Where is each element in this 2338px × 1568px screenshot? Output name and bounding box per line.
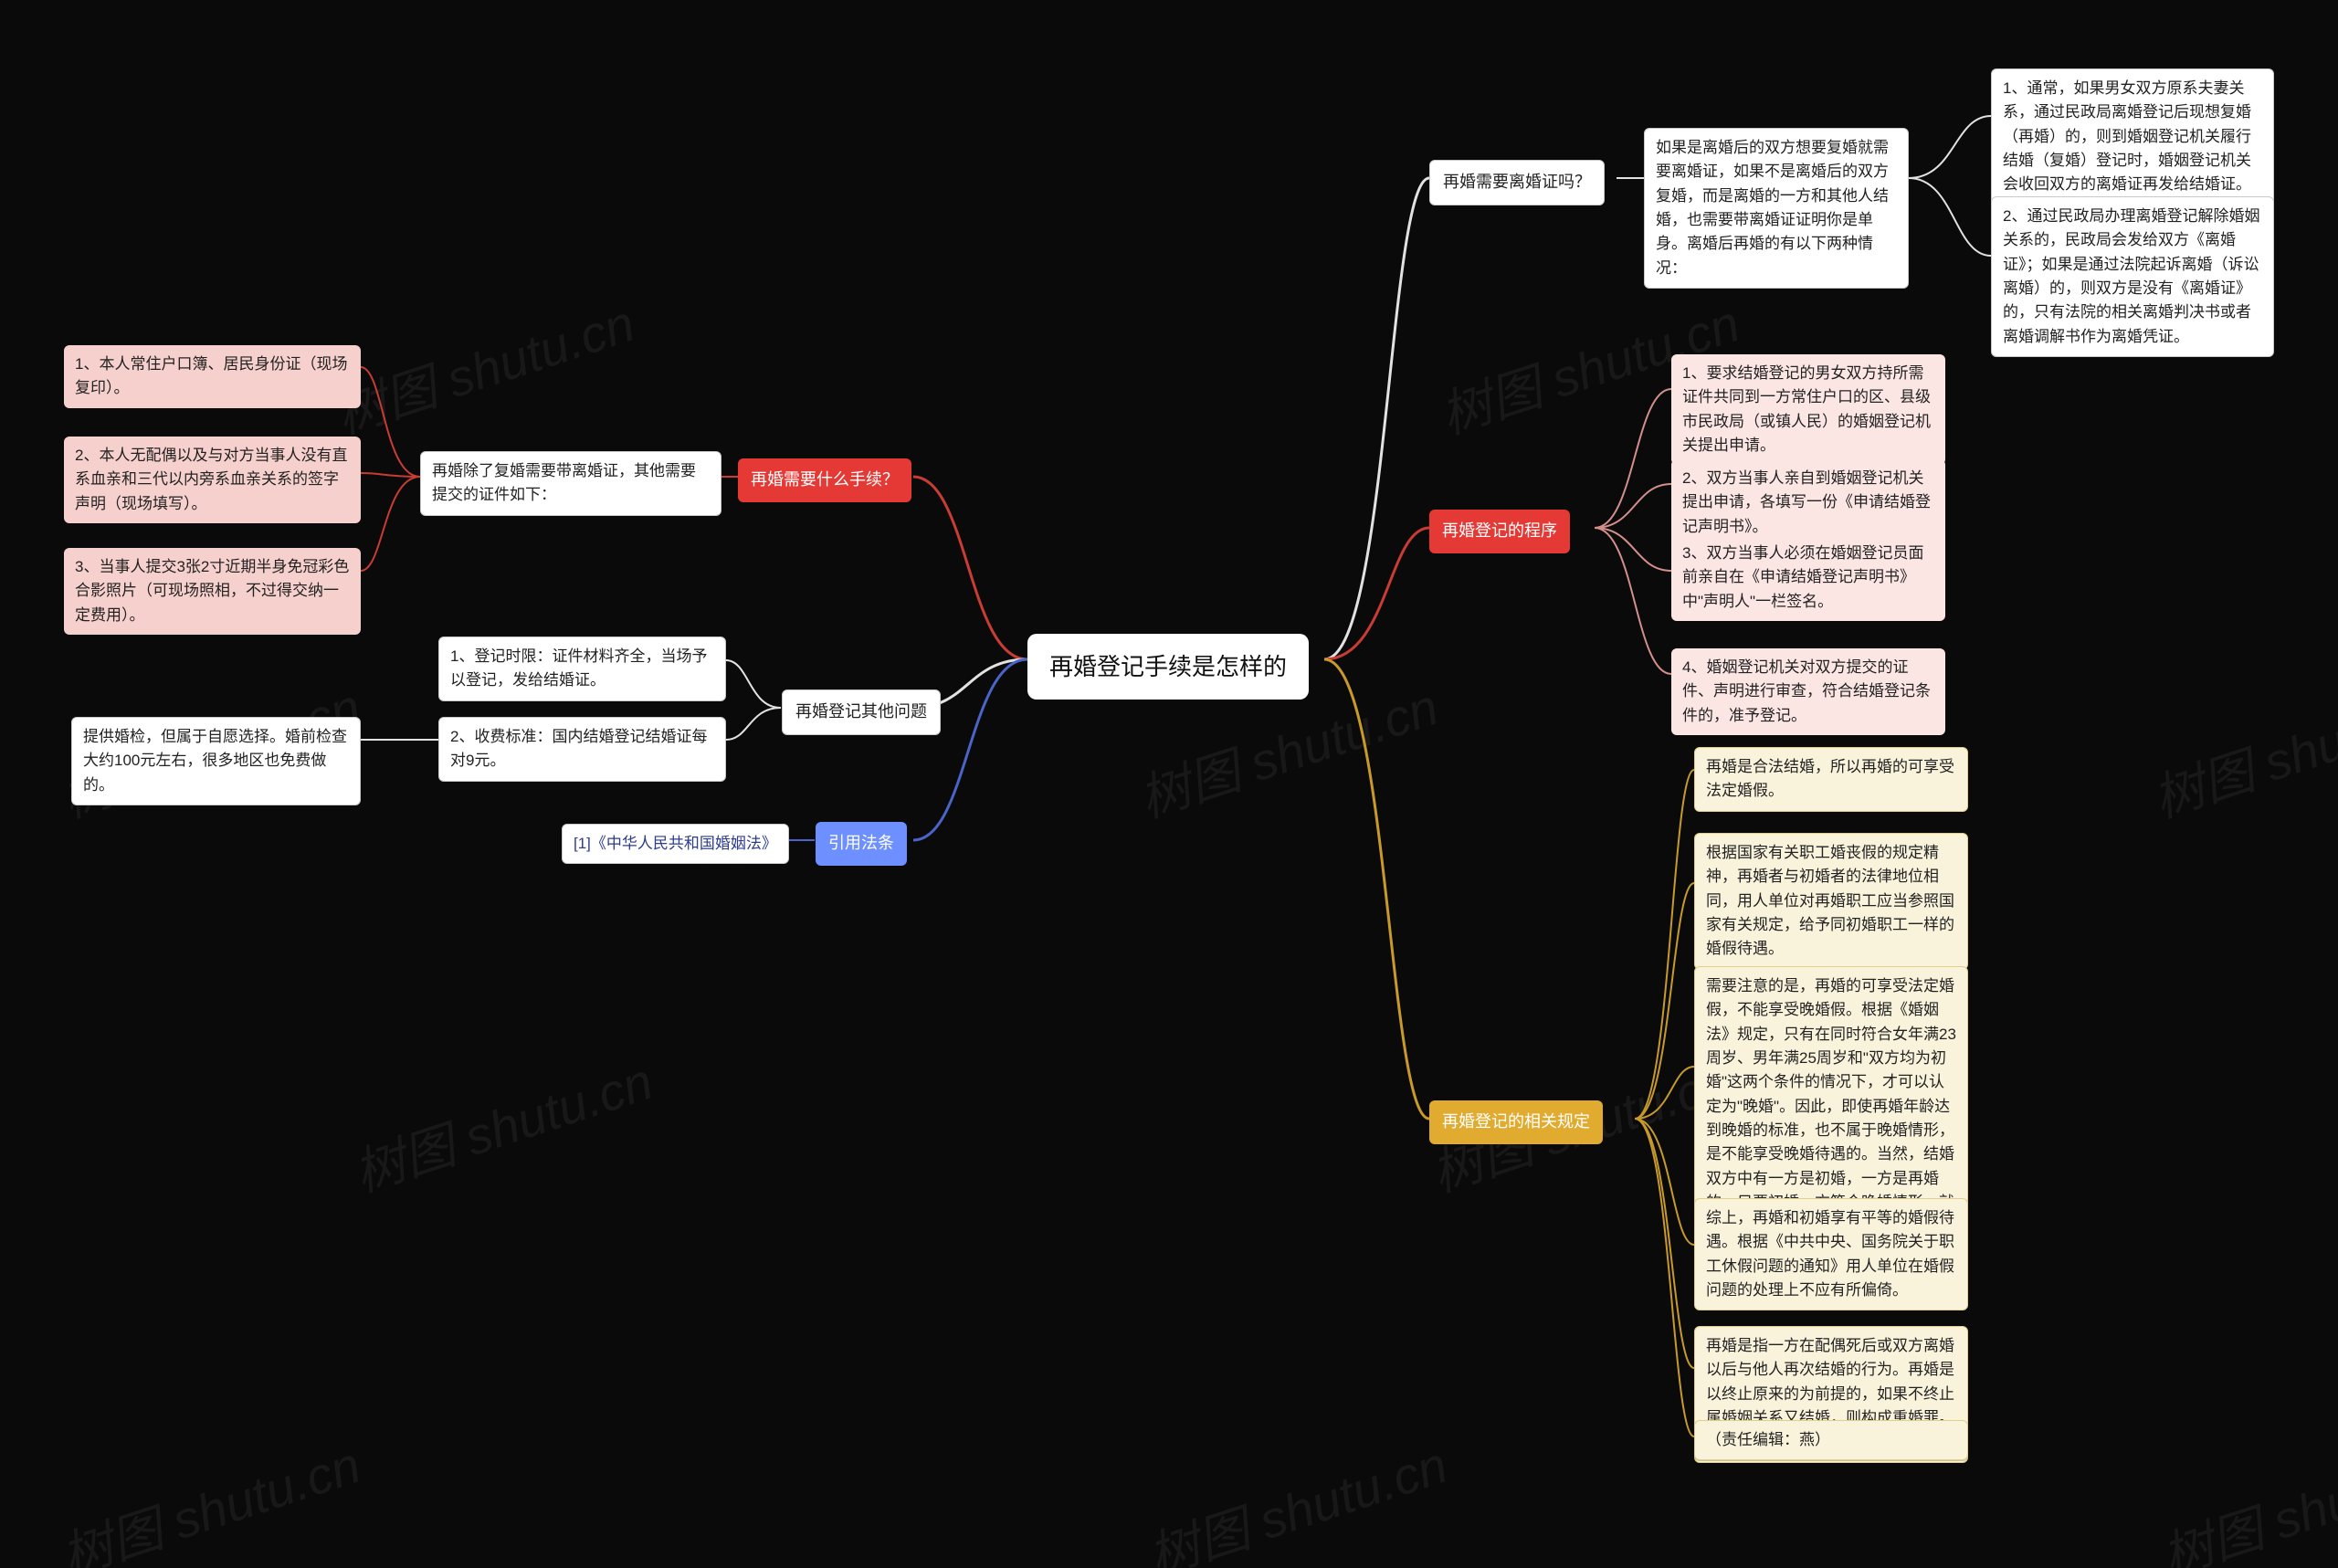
l3-blue-node[interactable]: 引用法条 [816,822,907,866]
r2-item-3[interactable]: 3、双方当事人必须在婚姻登记员面前亲自在《申请结婚登记声明书》中"声明人"一栏签… [1671,534,1945,621]
r1-sub[interactable]: 如果是离婚后的双方想要复婚就需要离婚证，如果不是离婚后的双方复婚，而是离婚的一方… [1644,128,1909,289]
l2-item-1[interactable]: 1、登记时限：证件材料齐全，当场予以登记，发给结婚证。 [438,637,726,701]
r1-item-1[interactable]: 1、通常，如果男女双方原系夫妻关系，通过民政局离婚登记后现想复婚（再婚）的，则到… [1991,68,2274,205]
l1-red-item-2[interactable]: 2、本人无配偶以及与对方当事人没有直系血亲和三代以内旁系血亲关系的签字声明（现场… [64,437,361,523]
r3-item-4[interactable]: 综上，再婚和初婚享有平等的婚假待遇。根据《中共中央、国务院关于职工休假问题的通知… [1694,1198,1968,1310]
r3-amber-node[interactable]: 再婚登记的相关规定 [1429,1100,1603,1144]
l2-white-node[interactable]: 再婚登记其他问题 [782,689,941,735]
r3-item-6[interactable]: （责任编辑：燕） [1694,1420,1968,1460]
r2-red-node[interactable]: 再婚登记的程序 [1429,510,1570,553]
r2-item-2[interactable]: 2、双方当事人亲自到婚姻登记机关提出申请，各填写一份《申请结婚登记声明书》。 [1671,459,1945,546]
watermark: 树图 shutu.cn [51,1425,369,1568]
l2-extra[interactable]: 提供婚检，但属于自愿选择。婚前检查大约100元左右，很多地区也免费做的。 [71,717,361,805]
l1-red-item-1[interactable]: 1、本人常住户口簿、居民身份证（现场复印）。 [64,345,361,408]
watermark: 树图 shutu.cn [2143,667,2338,833]
watermark: 树图 shutu.cn [2152,1425,2338,1568]
mindmap-canvas: 树图 shutu.cn 树图 shutu.cn 树图 shutu.cn 树图 s… [0,0,2338,1568]
r2-item-4[interactable]: 4、婚姻登记机关对双方提交的证件、声明进行审查，符合结婚登记条件的，准予登记。 [1671,648,1945,735]
r3-item-2[interactable]: 根据国家有关职工婚丧假的规定精神，再婚者与初婚者的法律地位相同，用人单位对再婚职… [1694,833,1968,970]
r2-item-1[interactable]: 1、要求结婚登记的男女双方持所需证件共同到一方常住户口的区、县级市民政局（或镇人… [1671,354,1945,465]
l1-red-sub-node[interactable]: 再婚除了复婚需要带离婚证，其他需要提交的证件如下： [420,451,721,516]
r1-item-2[interactable]: 2、通过民政局办理离婚登记解除婚姻关系的，民政局会发给双方《离婚证》；如果是通过… [1991,196,2274,357]
l2-item-2[interactable]: 2、收费标准：国内结婚登记结婚证每对9元。 [438,717,726,782]
r1-white-node[interactable]: 再婚需要离婚证吗？ [1429,160,1605,205]
center-node[interactable]: 再婚登记手续是怎样的 [1027,634,1309,700]
watermark: 树图 shutu.cn [343,1041,661,1207]
l1-red-item-3[interactable]: 3、当事人提交3张2寸近期半身免冠彩色合影照片（可现场照相，不过得交纳一定费用）… [64,548,361,635]
l3-item[interactable]: [1]《中华人民共和国婚姻法》 [562,824,789,864]
watermark: 树图 shutu.cn [1138,1425,1456,1568]
watermark: 树图 shutu.cn [325,283,643,449]
l1-red-node[interactable]: 再婚需要什么手续？ [738,458,911,502]
r3-item-1[interactable]: 再婚是合法结婚，所以再婚的可享受法定婚假。 [1694,747,1968,812]
